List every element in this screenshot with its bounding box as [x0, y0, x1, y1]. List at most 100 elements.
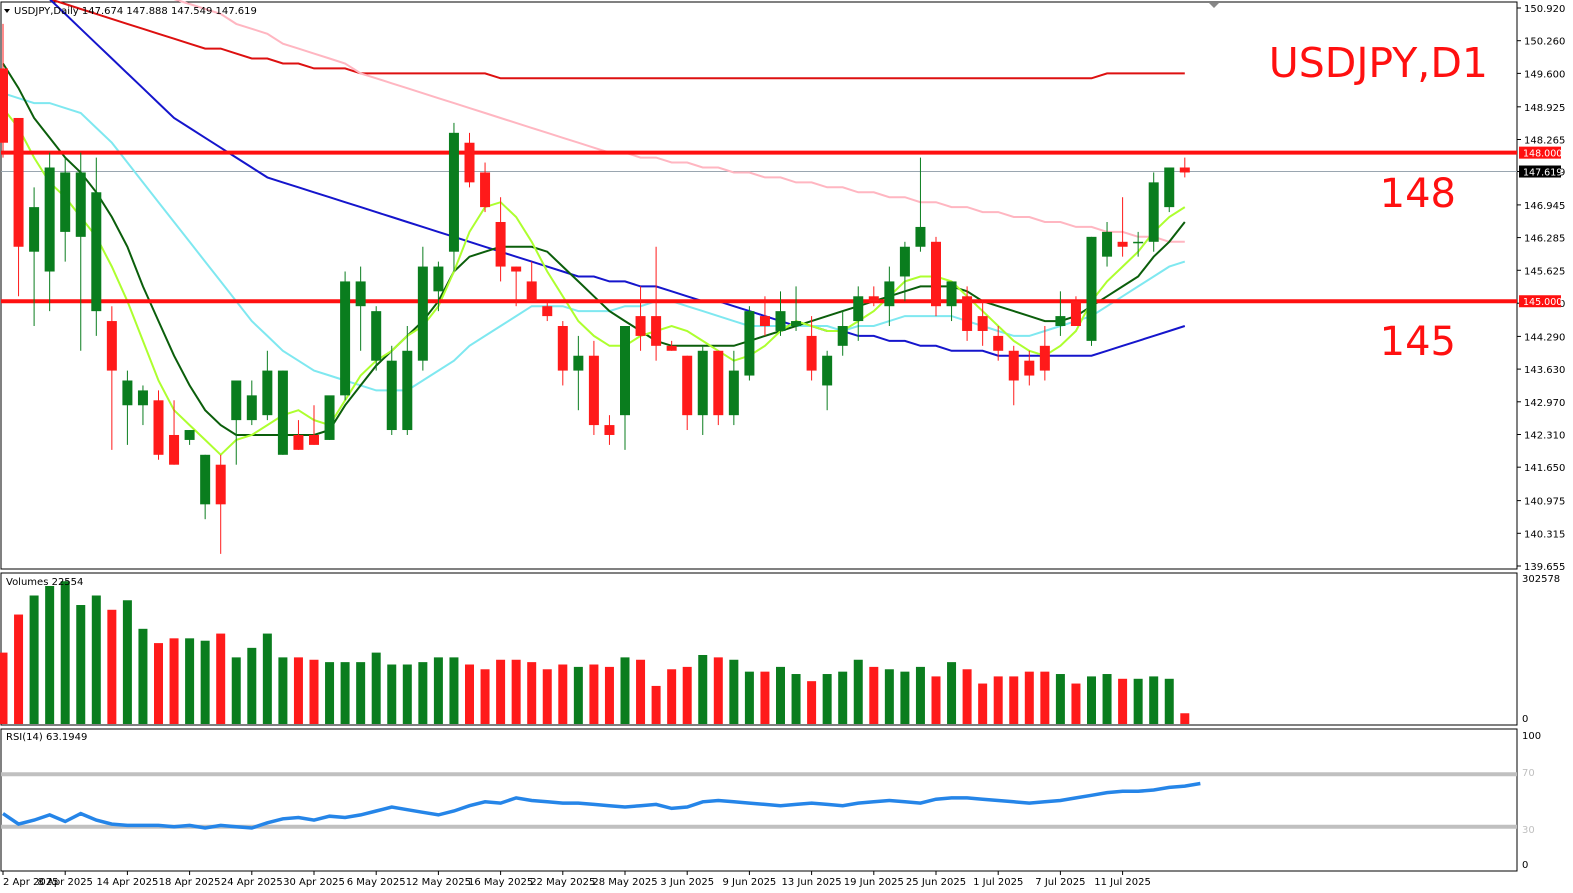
volume-bar [760, 671, 770, 724]
candle-body [433, 266, 444, 292]
volume-bar [527, 662, 537, 724]
volume-bar [993, 676, 1003, 724]
volume-bar [76, 605, 86, 724]
collapse-triangle-icon[interactable] [4, 9, 10, 13]
volume-bar [231, 657, 241, 724]
volume-bar [107, 609, 117, 724]
candle-body [1148, 182, 1159, 242]
candle-body [1179, 167, 1190, 173]
volume-bar [589, 664, 599, 724]
rsi-label: RSI(14) 63.1949 [6, 732, 87, 743]
candle-body [106, 321, 117, 371]
volume-zero-label: 0 [1522, 714, 1528, 725]
price-tick-label: 140.975 [1524, 497, 1565, 508]
volume-bar [1102, 674, 1112, 724]
candle-body [977, 316, 988, 331]
candle-body [371, 311, 382, 361]
price-tick-label: 145.625 [1524, 266, 1565, 277]
candle-body [340, 281, 351, 396]
volume-bar [900, 671, 910, 724]
price-tick-label: 150.920 [1524, 4, 1565, 15]
current-price-badge [1519, 165, 1561, 178]
volume-bar [496, 659, 506, 724]
volume-bar [542, 669, 552, 724]
candle-body [511, 266, 522, 272]
date-tick-label: 25 Jun 2025 [906, 877, 966, 888]
candle-body [277, 370, 288, 455]
date-tick-label: 6 May 2025 [347, 877, 406, 888]
candle-body [822, 355, 833, 386]
scroll-marker-icon[interactable] [1209, 3, 1219, 8]
volume-bar [807, 681, 817, 724]
volume-bar [402, 664, 412, 724]
candle-body [884, 281, 895, 307]
rsi-70-label: 70 [1522, 768, 1535, 779]
price-tick-label: 141.650 [1524, 463, 1565, 474]
volume-bar [1149, 676, 1159, 724]
candle-body [775, 311, 786, 331]
volume-bar [60, 581, 70, 724]
candle-body [915, 226, 926, 247]
candle-body [682, 355, 693, 416]
level-price-badge-label: 148.000 [1523, 149, 1562, 160]
volume-bar [169, 638, 179, 724]
date-tick-label: 30 Apr 2025 [283, 877, 345, 888]
price-tick-label: 143.630 [1524, 365, 1565, 376]
candle-body [355, 281, 366, 307]
volume-bar [449, 657, 459, 724]
candle-body [573, 355, 584, 371]
volume-bar [978, 683, 988, 724]
candle-body [868, 296, 879, 302]
volume-bar [838, 671, 848, 724]
axes: 150.920 150.260 149.600 148.925 148.265 147.6… [2, 4, 1565, 888]
candle-body [759, 316, 770, 327]
symbol-header: USDJPY,Daily 147.674 147.888 147.549 147… [14, 6, 257, 17]
price-tick-label: 149.600 [1524, 69, 1565, 80]
candle-body [169, 434, 180, 465]
candle-body [1024, 360, 1035, 376]
price-plot [0, 0, 1517, 554]
sma-red-line [49, 0, 1185, 80]
price-tick-label: 140.315 [1524, 529, 1565, 540]
rsi-top-label: 100 [1522, 731, 1541, 742]
date-tick-label: 1 Jul 2025 [973, 877, 1023, 888]
date-tick-label: 16 May 2025 [468, 877, 533, 888]
volume-bar [433, 657, 443, 724]
date-tick-label: 22 May 2025 [530, 877, 595, 888]
volume-bar [651, 685, 661, 724]
volume-bar [962, 669, 972, 724]
candle-body [480, 172, 491, 208]
volume-bar [0, 652, 8, 724]
volume-bar [604, 666, 614, 724]
date-tick-label: 2 Apr 2025 [3, 877, 58, 888]
candle-body [962, 296, 973, 331]
price-tick-label: 146.945 [1524, 201, 1565, 212]
candle-body [448, 132, 459, 252]
candle-body [293, 434, 304, 450]
level-annotation-145: 145 [1380, 319, 1456, 365]
date-tick-label: 7 Jul 2025 [1035, 877, 1085, 888]
price-tick-label: 144.290 [1524, 332, 1565, 343]
candle-body [184, 430, 195, 440]
volume-bar [1055, 674, 1065, 724]
volume-bar [698, 654, 708, 724]
candle-body [1117, 241, 1128, 247]
candle-body [697, 350, 708, 416]
candle-body [0, 68, 8, 143]
candle-body [122, 380, 133, 406]
rsi-plot [1, 772, 1517, 830]
date-tick-label: 11 Jul 2025 [1094, 877, 1151, 888]
date-tick-label: 28 May 2025 [592, 877, 657, 888]
candle-body [791, 321, 802, 327]
volume-bar [14, 614, 24, 724]
date-tick-label: 19 Jun 2025 [844, 877, 904, 888]
volume-bar [91, 595, 101, 724]
volume-bar [356, 662, 366, 724]
candle-body [1086, 236, 1097, 341]
volume-bar [947, 662, 957, 724]
volume-bar [667, 669, 677, 724]
price-tick-label: 148.925 [1524, 103, 1565, 114]
level-price-badge [1519, 146, 1561, 159]
volume-bar [573, 666, 583, 724]
